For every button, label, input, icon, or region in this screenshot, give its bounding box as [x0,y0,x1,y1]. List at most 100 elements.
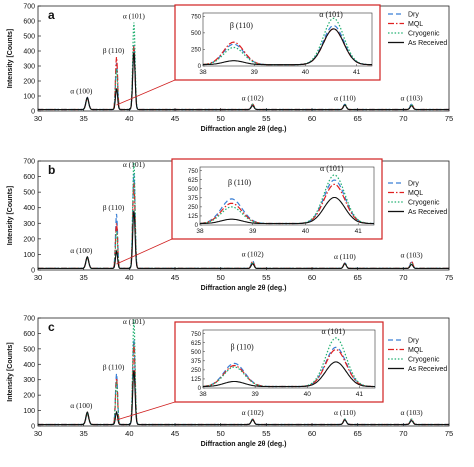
x-tick-label: 55 [262,273,270,282]
x-tick-label: 65 [353,114,361,123]
plot-frame [37,317,450,427]
y-tick-label: 100 [23,252,35,259]
inset-y-tick-label: 625 [188,178,199,184]
inset-y-tick-label: 500 [191,31,202,37]
y-tick-label: 300 [23,377,35,384]
peak-annotation: α (103) [401,250,424,259]
inset-x-tick-label: 41 [356,391,364,398]
inset-x-tick-label: 39 [249,228,257,235]
panel-letter: c [48,320,55,334]
peak-annotation: α (110) [334,408,356,417]
inset-x-tick-label: 40 [302,69,310,76]
inset-x-tick-label: 41 [353,69,361,76]
inset-plot-frame [202,12,373,67]
y-tick-label: 100 [23,94,35,101]
inset-line-mql [200,183,374,225]
y-tick-label: 200 [23,236,35,243]
y-tick-label: 400 [23,362,35,369]
y-tick-label: 500 [23,346,35,353]
x-tick-label: 60 [308,273,316,282]
x-tick-label: 40 [125,273,133,282]
legend-label: As Received [408,209,447,216]
inset-line-cryogenic [199,174,374,225]
peak-annotation: β (110) [103,46,125,55]
panel-letter: a [48,8,55,22]
y-axis-label: Intensity [Counts] [7,342,14,402]
zoom-connector [116,79,176,106]
legend-label: Dry [408,12,419,19]
y-tick-label: 300 [23,221,35,228]
y-tick-label: 100 [23,408,35,415]
x-tick-label: 30 [34,273,42,282]
series-line-as-received [38,52,449,111]
inset-y-tick-label: 250 [188,205,199,211]
inset-peak-label: α (101) [319,10,343,19]
y-tick-label: 200 [23,393,35,400]
x-tick-label: 75 [445,114,453,123]
inset-x-tick-label: 39 [252,391,260,398]
y-tick-label: 0 [31,109,35,116]
x-tick-label: 60 [308,114,316,123]
x-tick-label: 55 [262,114,270,123]
y-tick-label: 0 [31,268,35,275]
zoom-connector [116,401,176,421]
x-tick-label: 60 [308,429,316,438]
peak-annotation: α (103) [401,93,424,102]
x-tick-label: 75 [445,429,453,438]
inset-peak-label: β (110) [228,178,251,187]
inset-plot-frame [202,329,376,389]
inset-line-mql [203,349,375,388]
x-tick-label: 45 [171,273,179,282]
x-tick-label: 50 [216,273,224,282]
inset-peak-label: β (110) [230,21,253,30]
series-line-as-received [38,210,449,269]
x-tick-label: 35 [79,429,87,438]
x-tick-label: 70 [399,114,407,123]
legend-label: MQL [408,347,423,354]
inset-x-tick-label: 38 [196,228,204,235]
x-tick-label: 50 [216,429,224,438]
y-tick-label: 600 [23,174,35,181]
x-tick-label: 45 [171,114,179,123]
peak-annotation: α (101) [123,317,146,326]
x-tick-label: 40 [125,429,133,438]
inset-line-as-received [203,361,375,388]
peak-annotation: α (100) [70,401,93,410]
series-line-as-received [38,370,449,426]
panel-a [37,4,450,112]
inset-y-tick-label: 250 [191,48,202,54]
inset-line-as-received [203,28,372,66]
inset-y-tick-label: 625 [191,341,202,347]
y-tick-label: 400 [23,205,35,212]
peak-annotation: β (110) [103,363,125,372]
peak-annotation: β (110) [103,203,125,212]
y-tick-label: 300 [23,64,35,71]
legend-label: MQL [408,21,423,28]
inset-y-tick-label: 500 [188,187,199,193]
x-axis-label: Diffraction angle 2θ (deg.) [201,441,287,448]
x-tick-label: 35 [79,273,87,282]
legend-label: As Received [408,366,447,373]
inset-peak-label: α (101) [322,327,346,336]
x-axis-label: Diffraction angle 2θ (deg.) [201,126,287,133]
legend-label: As Received [408,40,447,47]
inset-frame [174,321,384,403]
inset-x-tick-label: 40 [304,391,312,398]
peak-annotation: α (101) [123,160,146,169]
x-tick-label: 30 [34,429,42,438]
x-tick-label: 30 [34,114,42,123]
y-tick-label: 500 [23,34,35,41]
legend-label: Cryogenic [408,31,440,38]
x-tick-label: 65 [353,273,361,282]
inset-x-tick-label: 41 [355,228,363,235]
panel-b [37,158,450,271]
legend-label: Dry [408,338,419,345]
inset-y-tick-label: 750 [191,15,202,21]
inset-y-tick-label: 375 [188,196,199,202]
x-tick-label: 50 [216,114,224,123]
peak-annotation: α (100) [70,246,93,255]
inset-x-tick-label: 38 [199,69,207,76]
y-tick-label: 600 [23,331,35,338]
